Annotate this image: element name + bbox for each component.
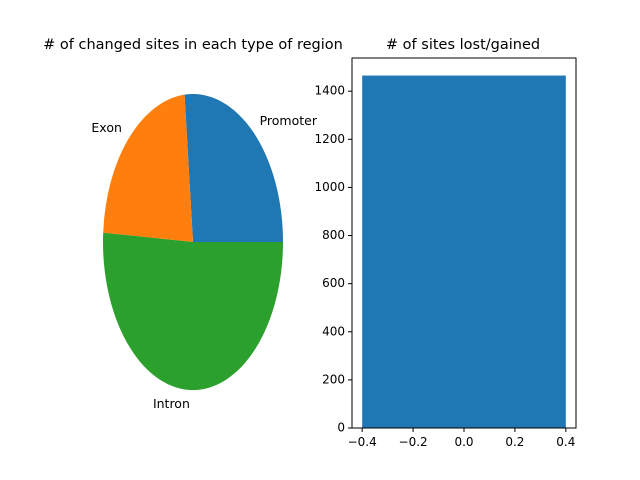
bar-chart: # of sites lost/gained 0 200 400 600 800 1000… [314,37,577,449]
pie-chart: # of changed sites in each type of regio… [43,37,343,411]
bar-marks [362,75,566,428]
pie-chart-title: # of changed sites in each type of regio… [43,37,343,53]
bar-chart-title: # of sites lost/gained [386,37,540,53]
pie-slices [103,94,284,391]
pie-labels: Promoter Exon Intron [91,113,317,411]
x-tick-label: 0.2 [505,435,524,449]
y-tick-label: 1400 [314,84,345,98]
y-tick-label: 0 [337,421,345,435]
bar-0 [362,75,566,428]
y-tick-label: 1200 [314,132,345,146]
x-tick-label: −0.4 [348,435,377,449]
pie-label-intron: Intron [153,396,190,411]
x-tick-label: 0.0 [454,435,473,449]
y-tick-label: 600 [322,276,345,290]
y-tick-label: 1000 [314,180,345,194]
pie-label-exon: Exon [91,120,121,135]
pie-label-promoter: Promoter [260,113,318,128]
y-tick-label: 400 [322,324,345,338]
bar-y-axis: 0 200 400 600 800 1000 1200 1400 [314,84,352,435]
x-tick-label: −0.2 [399,435,428,449]
pie-slice-promoter [184,94,283,243]
pie-slice-exon [103,94,193,242]
y-tick-label: 200 [322,372,345,386]
bar-x-axis: −0.4 −0.2 0.0 0.2 0.4 [348,428,575,449]
pie-slice-intron [103,232,284,391]
y-tick-label: 800 [322,228,345,242]
x-tick-label: 0.4 [556,435,575,449]
